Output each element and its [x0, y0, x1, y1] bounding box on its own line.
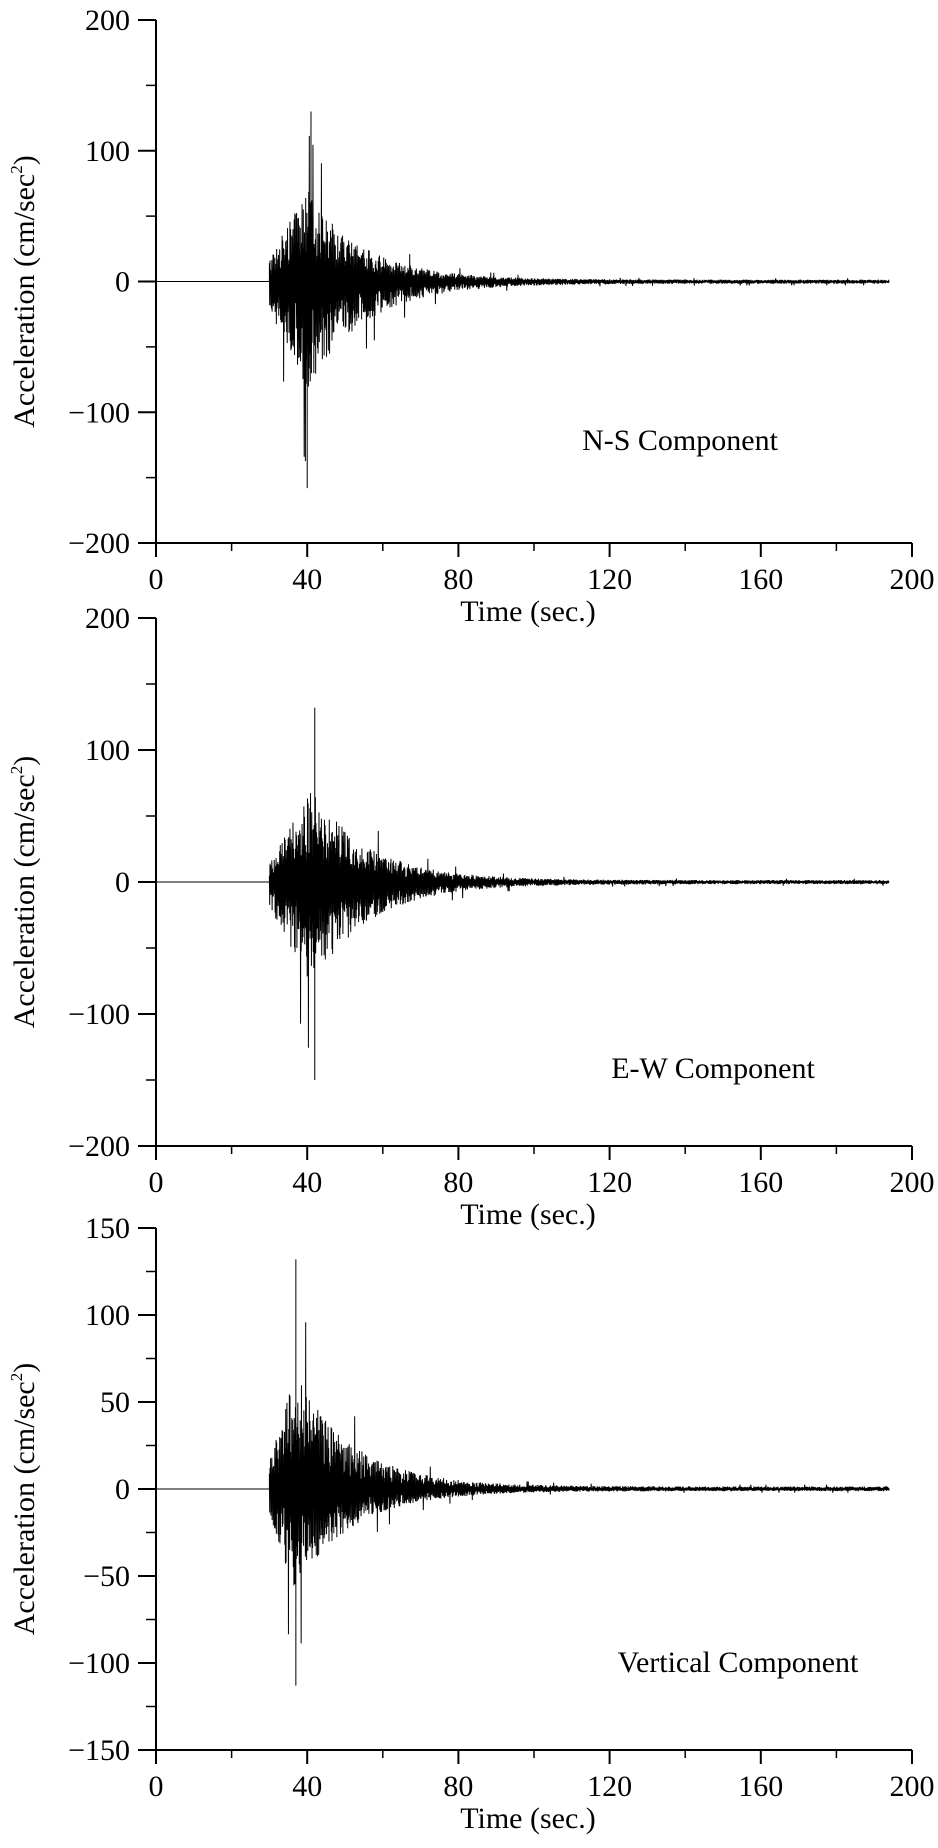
y-axis-title: Acceleration (cm/sec2)	[7, 756, 41, 1029]
waveform-series	[156, 1259, 890, 1686]
x-tick-label: 120	[587, 1166, 632, 1199]
y-tick-label: 100	[85, 135, 130, 168]
waveform-series	[156, 111, 890, 489]
panel-2: 200 100 0 −100 −200 0 40 80 120 160 200 Time (sec.)…	[7, 602, 935, 1231]
y-tick-label: 50	[100, 1386, 130, 1419]
y-tick-label: −50	[83, 1560, 130, 1593]
x-tick-label: 80	[443, 1166, 473, 1199]
x-tick-label: 120	[587, 563, 632, 596]
y-axis-title: Acceleration (cm/sec2)	[7, 155, 41, 428]
y-tick-label: −100	[68, 1647, 130, 1680]
y-tick-label: −200	[68, 1130, 130, 1163]
waveform-series	[156, 707, 890, 1080]
y-tick-label: 0	[115, 266, 130, 299]
x-axis-title: Time (sec.)	[460, 1802, 596, 1835]
y-tick-label: 200	[85, 602, 130, 635]
panel-3: 150 100 50 0 −50 −100 −150 0 40 80 120 160 200 Time (…	[7, 1212, 935, 1835]
x-tick-label: 40	[292, 563, 322, 596]
x-tick-label: 0	[149, 1166, 164, 1199]
x-tick-label: 200	[890, 1166, 935, 1199]
x-tick-label: 160	[738, 1166, 783, 1199]
x-tick-label: 120	[587, 1770, 632, 1803]
y-tick-label: 100	[85, 734, 130, 767]
panel-1: 200 100 0 −100 −200 0 40 80 120 160 200 Time (sec.)…	[7, 4, 935, 628]
x-axis-title: Time (sec.)	[460, 1198, 596, 1231]
x-tick-label: 40	[292, 1166, 322, 1199]
component-label: E-W Component	[611, 1052, 815, 1085]
y-tick-label: −150	[68, 1734, 130, 1767]
y-tick-label: 200	[85, 4, 130, 37]
y-tick-label: 150	[85, 1212, 130, 1245]
x-tick-label: 40	[292, 1770, 322, 1803]
component-label: Vertical Component	[618, 1646, 859, 1679]
x-tick-label: 160	[738, 1770, 783, 1803]
x-tick-label: 200	[890, 563, 935, 596]
y-tick-label: −100	[68, 998, 130, 1031]
x-tick-label: 80	[443, 563, 473, 596]
y-tick-label: 0	[115, 1473, 130, 1506]
x-axis-title: Time (sec.)	[460, 595, 596, 628]
x-tick-label: 200	[890, 1770, 935, 1803]
y-tick-label: −100	[68, 396, 130, 429]
y-tick-label: −200	[68, 527, 130, 560]
y-tick-label: 0	[115, 866, 130, 899]
x-tick-label: 160	[738, 563, 783, 596]
y-tick-label: 100	[85, 1299, 130, 1332]
x-tick-label: 80	[443, 1770, 473, 1803]
x-tick-label: 0	[149, 1770, 164, 1803]
y-axis-title: Acceleration (cm/sec2)	[7, 1363, 41, 1636]
component-label: N-S Component	[582, 424, 779, 457]
x-tick-label: 0	[149, 563, 164, 596]
